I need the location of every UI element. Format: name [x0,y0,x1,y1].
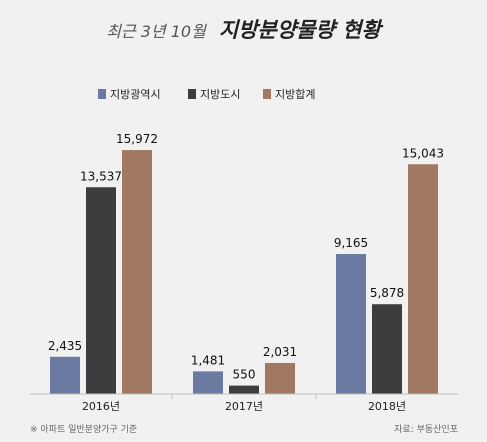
bar-value-label-2-3: 5,878 [370,286,404,300]
bar-value-label-2-2: 550 [233,368,256,382]
bar-value-label-1-1: 2,435 [48,339,82,353]
x-tick-label-3: 2018년 [368,400,406,413]
chart-title-block: 최근 3년 10월 지방분양물량 현황 [0,14,487,44]
bar-value-label-1-2: 1,481 [191,353,225,367]
legend-swatch-2 [188,89,196,99]
chart-subtitle: 최근 3년 10월 [106,22,206,41]
bar-value-label-3-2: 2,031 [263,345,297,359]
bar-value-label-3-1: 15,972 [116,132,158,146]
legend-swatch-1 [98,89,106,99]
legend-label-2: 지방도시 [200,88,240,101]
footnote-right: 자료: 부동산인포 [394,424,458,435]
legend-label-3: 지방합계 [275,88,315,101]
bar-2-1 [86,187,116,394]
bar-1-3 [336,254,366,394]
footnote-left: ※ 아파트 일반분양가구 기준 [30,424,137,435]
bar-3-3 [408,164,438,394]
bar-1-2 [193,371,223,394]
x-tick-label-2: 2017년 [225,400,263,413]
legend-swatch-3 [263,89,271,99]
bar-2-2 [229,385,259,394]
bar-1-1 [50,356,80,394]
bar-value-label-2-1: 13,537 [80,169,122,183]
bar-3-1 [122,150,152,394]
bar-value-label-3-3: 15,043 [402,146,444,160]
bar-2-3 [372,304,402,394]
bar-value-label-1-3: 9,165 [334,236,368,250]
chart-title: 지방분양물량 현황 [218,18,381,42]
x-tick-label-1: 2016년 [82,400,120,413]
bar-3-2 [265,362,295,394]
legend-label-1: 지방광역시 [110,88,161,101]
